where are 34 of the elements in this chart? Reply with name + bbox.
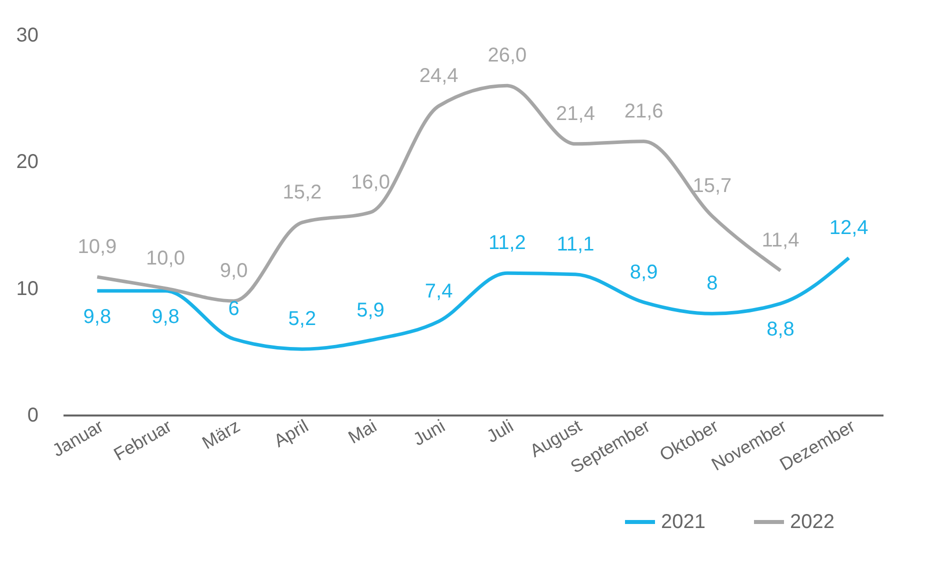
data-label: 16,0 <box>351 171 390 194</box>
data-label: 15,7 <box>692 175 732 198</box>
x-tick-label: Mai <box>344 416 380 448</box>
y-tick-label: 30 <box>16 24 38 46</box>
data-label: 12,4 <box>829 216 868 239</box>
data-label: 11,4 <box>762 230 800 252</box>
data-label: 7,4 <box>424 280 453 302</box>
legend-label: 2021 <box>661 511 706 533</box>
data-label: 10,9 <box>78 236 117 258</box>
data-label: 8,8 <box>766 318 794 341</box>
y-tick-label: 10 <box>16 278 38 300</box>
data-label: 21,6 <box>624 100 664 122</box>
data-label: 15,2 <box>282 181 322 204</box>
data-label: 9,0 <box>220 260 248 282</box>
data-label: 5,2 <box>288 308 316 330</box>
data-label: 6 <box>228 298 240 320</box>
x-tick-label: April <box>270 416 312 452</box>
data-label: 9,8 <box>83 306 112 328</box>
y-tick-label: 0 <box>27 404 38 426</box>
y-tick-label: 20 <box>16 151 38 174</box>
data-label: 9,8 <box>152 306 180 328</box>
data-label: 21,4 <box>556 102 595 125</box>
data-label: 5,9 <box>356 299 384 322</box>
data-label: 11,2 <box>488 232 526 254</box>
x-tick-label: März <box>198 416 244 454</box>
x-tick-label: Juni <box>410 416 448 450</box>
data-label: 11,1 <box>556 233 594 256</box>
data-label: 10,0 <box>146 247 185 270</box>
data-label: 8 <box>706 272 718 295</box>
data-label: 26,0 <box>488 44 527 67</box>
legend-label: 2022 <box>790 511 834 533</box>
data-label: 24,4 <box>419 64 458 87</box>
x-tick-label: Juli <box>483 416 517 447</box>
data-label: 8,9 <box>630 261 658 284</box>
